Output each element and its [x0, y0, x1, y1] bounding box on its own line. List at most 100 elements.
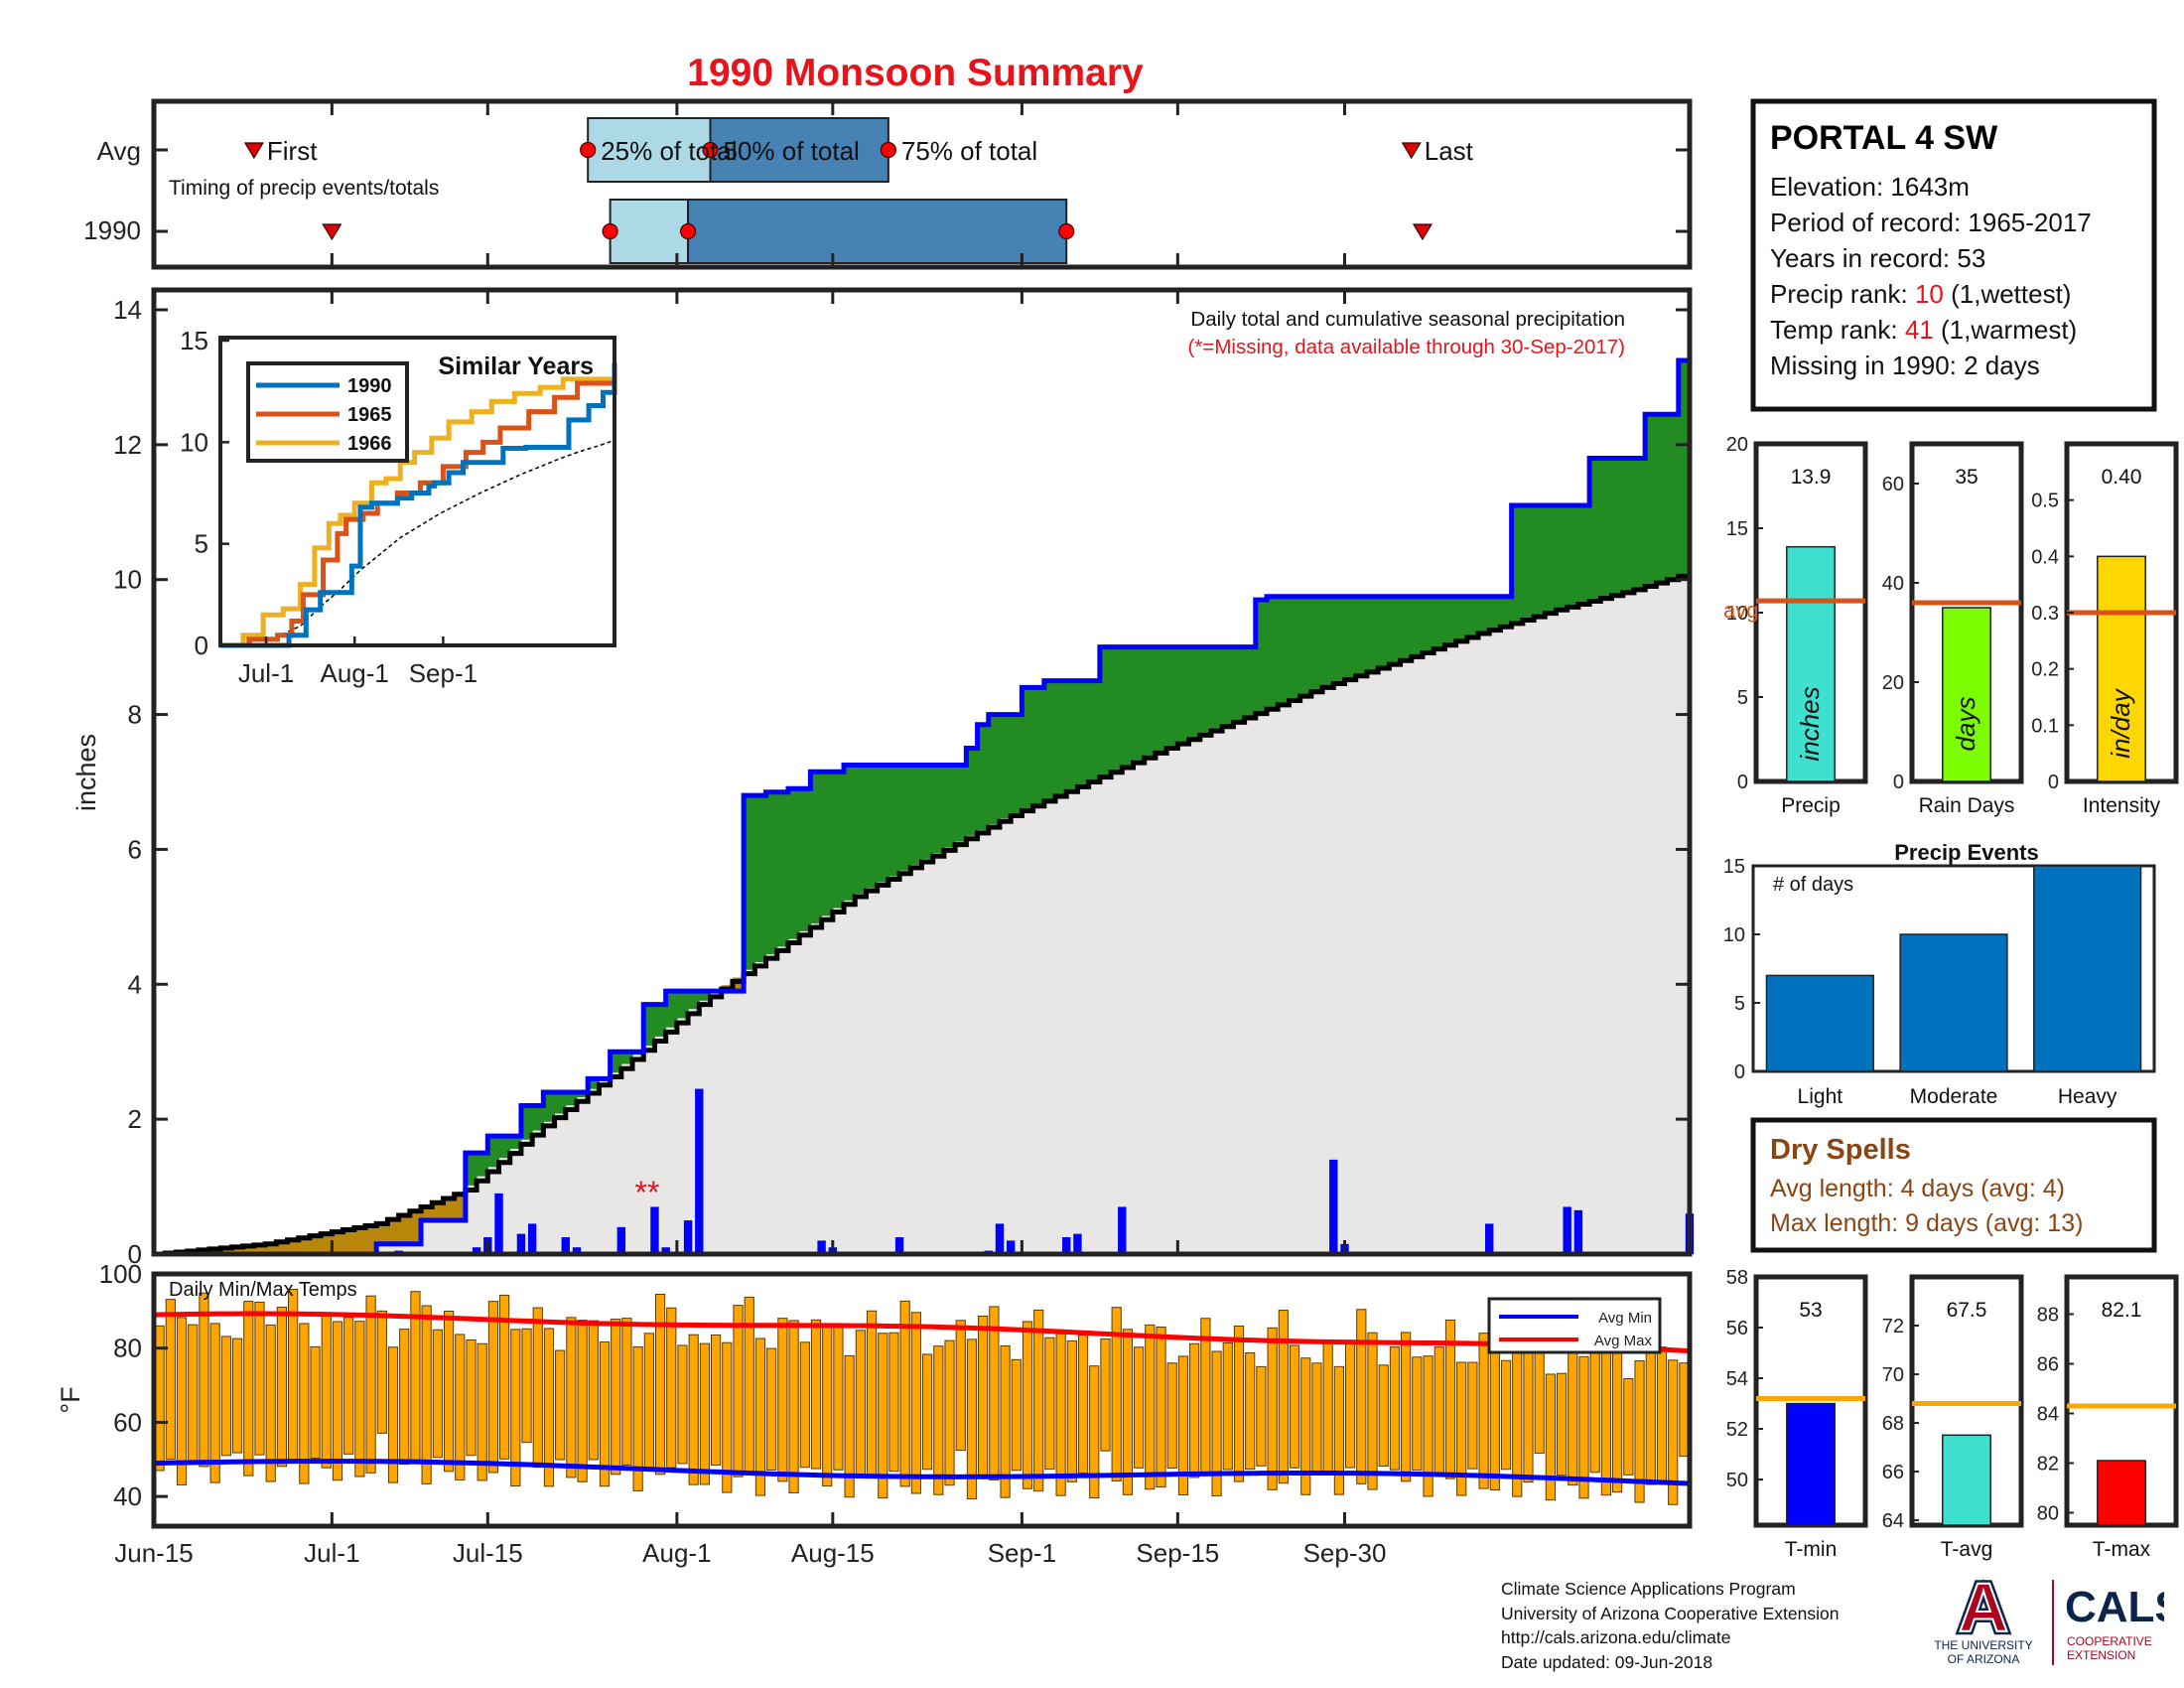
precip-ytick-label: 6 [128, 834, 142, 864]
daily-temp-bar [231, 1337, 243, 1454]
above-normal-segment [1355, 596, 1368, 674]
precip-main-content: 0 2 4 6 8 10 12 14 [113, 290, 1695, 1269]
normal-cumulative-line [154, 572, 1693, 1257]
timing-triangle-avg [1401, 142, 1422, 160]
above-normal-segment [943, 765, 956, 848]
date-tick-label: Sep-1 [988, 1538, 1056, 1568]
totals-2-ytick-label: 0.5 [2031, 491, 2059, 512]
logo-coop-line2: EXTENSION [2067, 1648, 2135, 1662]
daily-temp-bar [1077, 1335, 1089, 1475]
daily-temp-bar [989, 1306, 1000, 1480]
daily-temp-bar [499, 1294, 510, 1460]
above-normal-segment [665, 991, 678, 1028]
timing-row-year-label: 1990 [83, 215, 141, 245]
daily-temp-bar [566, 1317, 577, 1478]
daily-temp-bar [387, 1346, 399, 1483]
inset-xtick-label: Aug-1 [321, 658, 389, 688]
below-normal-segment [732, 977, 745, 992]
below-normal-segment [398, 1212, 411, 1244]
daily-temp-bar [643, 1333, 654, 1469]
daily-temp-bar [632, 1345, 643, 1491]
temp-ytick-label: 100 [99, 1259, 142, 1289]
daily-precip-bar [1329, 1159, 1338, 1254]
date-tick-label: Aug-15 [791, 1538, 875, 1568]
legend-avg-max-label: Avg Max [1594, 1333, 1653, 1349]
above-normal-segment [1667, 414, 1680, 579]
below-normal-segment [409, 1208, 422, 1244]
totals-2-ytick-label: 0.3 [2031, 603, 2059, 625]
totals-0-ytick-label: 5 [1737, 687, 1748, 709]
temp-ytick-label: 60 [113, 1407, 142, 1437]
daily-temp-bar [421, 1305, 432, 1484]
totals-0-ytick-label: 0 [1737, 772, 1748, 793]
daily-temp-bar [1256, 1365, 1267, 1467]
daily-temp-bar [1145, 1324, 1156, 1490]
daily-temp-bar [1467, 1361, 1478, 1470]
logo-coop-line1: COOPERATIVE [2067, 1634, 2152, 1648]
daily-temp-bar [1200, 1318, 1211, 1475]
daily-temp-bar [1011, 1358, 1022, 1472]
temps-2-ytick-label: 86 [2037, 1354, 2059, 1376]
above-normal-segment [1622, 458, 1635, 592]
daily-temp-bar [722, 1341, 733, 1493]
daily-temp-bar [555, 1349, 566, 1461]
above-normal-segment [955, 765, 967, 842]
totals-2-ytick-label: 0.2 [2031, 659, 2059, 681]
daily-temp-bar [1612, 1339, 1623, 1493]
temps-0-ytick-label: 56 [1726, 1318, 1748, 1339]
dry-spells-max: Max length: 9 days (avg: 13) [1770, 1209, 2083, 1237]
totals-0-ytick-label: 10 [1726, 603, 1748, 625]
above-normal-segment [1199, 646, 1212, 734]
above-normal-segment [1366, 596, 1379, 670]
university-logo: A A THE UNIVERSITY OF ARIZONA CALS COOPE… [1934, 1574, 2164, 1666]
daily-precip-bar [561, 1237, 570, 1254]
inset-legend-label-1965: 1965 [347, 404, 392, 426]
event-bar-heavy [2033, 865, 2142, 1072]
daily-precip-bar [695, 1088, 704, 1254]
daily-temp-bar [1367, 1332, 1378, 1490]
logo-cals: CALS [2065, 1583, 2164, 1631]
temperature-panel: 40 60 80 100 Avg Min Avg Max Daily Min/Max … [56, 1259, 1693, 1529]
totals-1-ytick-label: 0 [1893, 772, 1904, 793]
logo-univ-line2: OF ARIZONA [1948, 1652, 2020, 1666]
daily-temp-bar [1589, 1347, 1600, 1474]
temps-0-ytick-label: 54 [1726, 1368, 1748, 1390]
event-label-heavy: Heavy [2058, 1085, 2117, 1108]
above-normal-segment [1233, 646, 1246, 721]
inset-content: 0 5 10 15 Jul-1 Aug-1 Sep-1 Similar Years 1990 19… [180, 326, 617, 688]
daily-precip-bar [572, 1247, 582, 1254]
above-normal-segment [1267, 596, 1279, 708]
above-normal-segment [1378, 596, 1390, 667]
daily-temp-bar [376, 1310, 387, 1434]
above-normal-segment [1478, 596, 1490, 633]
above-normal-segment [477, 1153, 488, 1177]
totals-2-unit-label: in/day [2106, 687, 2135, 758]
daily-temp-bar [788, 1320, 799, 1493]
above-normal-segment [1633, 458, 1646, 589]
daily-temp-bar [866, 1310, 878, 1478]
precip-ytick-label: 10 [113, 565, 142, 595]
temps-0-value-bar [1786, 1402, 1836, 1526]
precip-events-content: Light Moderate Heavy 0 5 10 15 [1723, 856, 2142, 1108]
station-years: Years in record: 53 [1770, 243, 1985, 273]
daily-precip-bar [472, 1247, 481, 1254]
temp-rank-suffix: (1,warmest) [1934, 315, 2077, 345]
daily-temp-bar [966, 1338, 978, 1499]
daily-temp-bar [1500, 1359, 1512, 1471]
daily-temp-bar [810, 1319, 822, 1470]
above-normal-segment [1055, 680, 1067, 794]
station-info-frame [1750, 98, 2157, 412]
daily-temp-bar [1100, 1337, 1111, 1452]
daily-temp-bar [1423, 1355, 1433, 1497]
totals-2-label: Intensity [2083, 794, 2161, 817]
above-normal-segment [1244, 646, 1257, 716]
daily-precip-bar [1073, 1233, 1082, 1254]
daily-temp-bar [1166, 1362, 1177, 1469]
daily-temp-bar [922, 1353, 933, 1471]
above-normal-segment [887, 765, 900, 877]
daily-temp-bar [777, 1318, 788, 1482]
daily-temp-bar [1512, 1331, 1523, 1497]
above-normal-segment [1600, 458, 1613, 598]
above-normal-segment [866, 765, 879, 889]
daily-temp-bar [1634, 1360, 1645, 1503]
